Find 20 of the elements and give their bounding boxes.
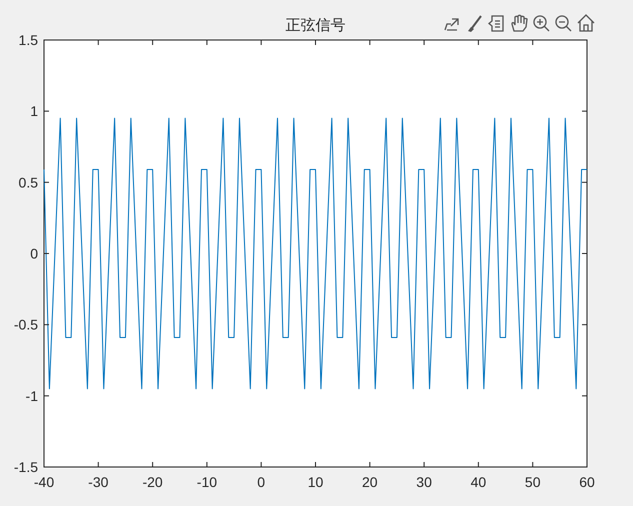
x-tick-label: 0 — [257, 474, 266, 490]
x-tick-label: 20 — [362, 474, 378, 490]
y-tick-label: 0.5 — [18, 174, 38, 190]
x-tick-label: -10 — [196, 474, 218, 490]
y-tick-label: 0 — [30, 246, 38, 262]
y-tick-label: 1 — [30, 103, 38, 120]
y-tick-label: -1 — [26, 388, 38, 404]
x-tick-label: -20 — [142, 474, 163, 490]
x-tick-label: 40 — [470, 474, 486, 490]
x-tick-label: 30 — [416, 474, 432, 490]
y-tick-label: 1.5 — [18, 32, 38, 48]
line-series — [44, 118, 588, 390]
x-tick-label: -40 — [34, 474, 54, 490]
x-tick-label: 60 — [579, 474, 595, 490]
x-tick-label: 50 — [524, 474, 541, 490]
chart-title: 正弦信号 — [286, 16, 346, 34]
x-tick-label: -30 — [88, 474, 109, 490]
x-tick-label: 10 — [308, 474, 324, 490]
y-tick-label: -1.5 — [14, 459, 38, 475]
y-tick-label: -0.5 — [14, 316, 38, 333]
